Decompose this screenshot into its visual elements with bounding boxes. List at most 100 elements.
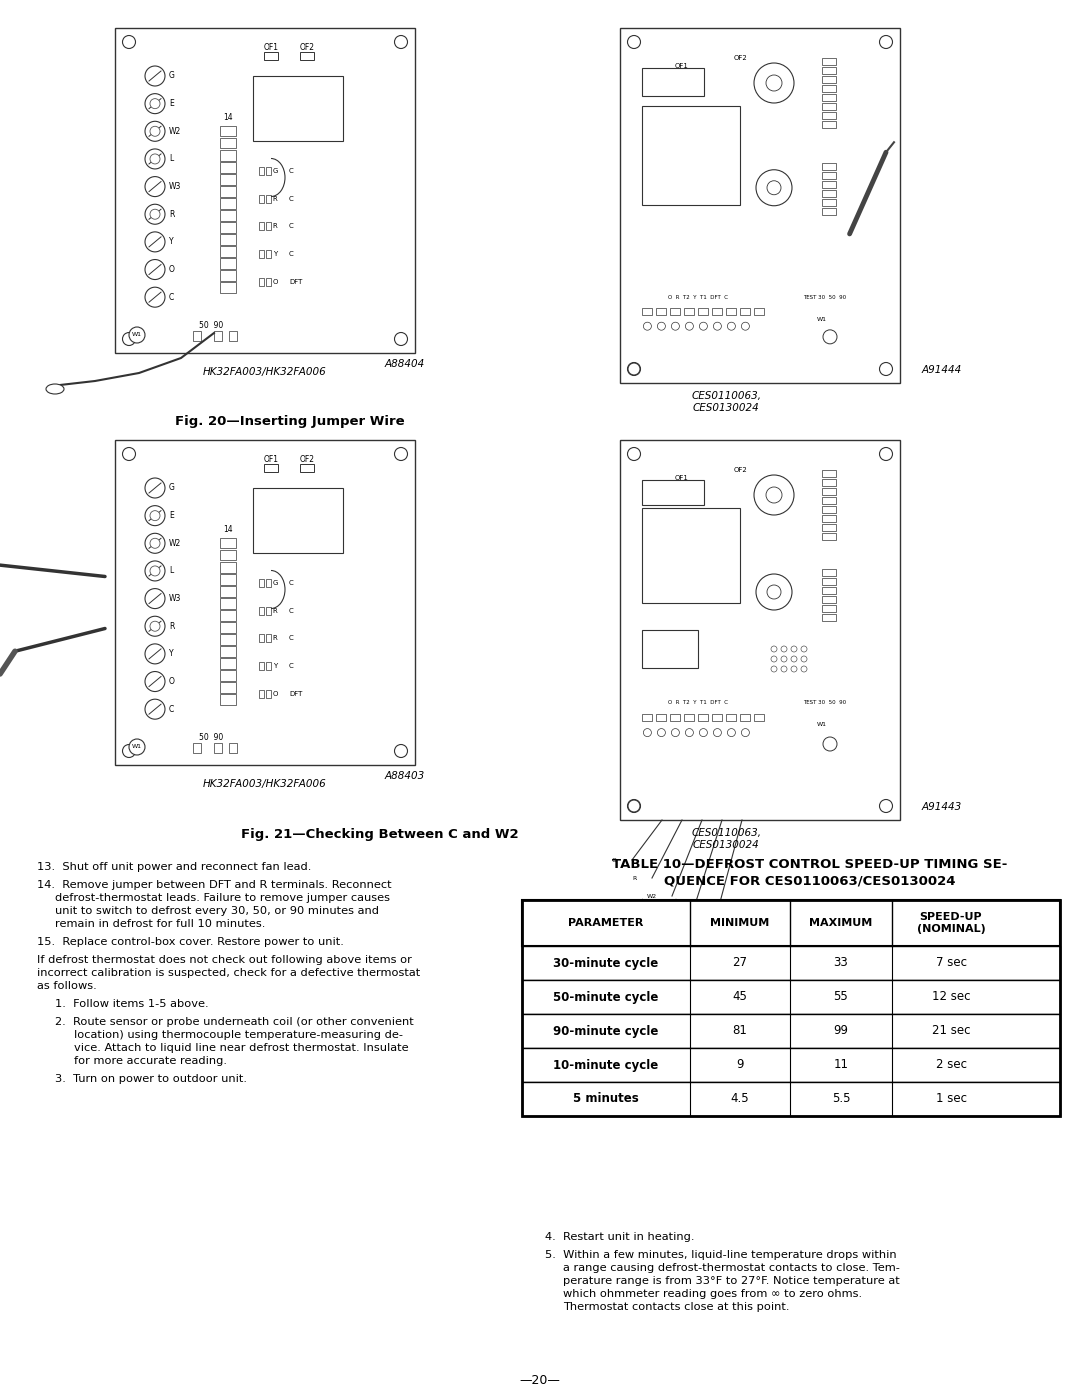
Bar [822, 597, 836, 604]
Text: W1: W1 [132, 332, 141, 338]
Circle shape [766, 488, 782, 503]
Bar [822, 85, 836, 92]
Circle shape [145, 644, 165, 664]
Bar [822, 103, 836, 110]
Bar [266, 222, 271, 231]
Bar [259, 278, 264, 285]
Bar [822, 587, 836, 594]
Circle shape [627, 447, 640, 461]
Circle shape [767, 585, 781, 599]
Bar [822, 172, 836, 179]
Circle shape [771, 657, 777, 662]
Text: 5 minutes: 5 minutes [573, 1092, 639, 1105]
Bar [643, 714, 652, 721]
Bar [220, 173, 237, 184]
Circle shape [823, 738, 837, 752]
Circle shape [150, 538, 160, 548]
Text: C: C [289, 168, 294, 175]
Circle shape [145, 588, 165, 609]
Circle shape [627, 362, 640, 376]
Circle shape [766, 75, 782, 91]
Text: MINIMUM: MINIMUM [711, 918, 770, 928]
Bar [259, 194, 264, 203]
Bar [522, 1014, 1059, 1048]
Bar [713, 714, 723, 721]
Text: W1: W1 [816, 722, 826, 728]
Circle shape [801, 657, 807, 662]
Circle shape [879, 35, 892, 49]
Text: OF2: OF2 [299, 43, 314, 53]
Text: C: C [289, 662, 294, 669]
Text: 30-minute cycle: 30-minute cycle [553, 957, 659, 970]
Circle shape [700, 729, 707, 736]
Text: PARAMETER: PARAMETER [568, 918, 644, 928]
Bar [114, 440, 415, 766]
Bar [220, 271, 237, 281]
Circle shape [145, 698, 165, 719]
Bar [264, 464, 278, 472]
Bar [620, 440, 900, 820]
Circle shape [150, 566, 160, 576]
Text: for more accurate reading.: for more accurate reading. [75, 1056, 227, 1066]
Bar [822, 190, 836, 197]
Bar [266, 278, 271, 285]
Circle shape [771, 666, 777, 672]
Circle shape [754, 63, 794, 103]
Text: 15.  Replace control-box cover. Restore power to unit.: 15. Replace control-box cover. Restore p… [37, 937, 343, 947]
Circle shape [129, 327, 145, 344]
Text: E: E [168, 99, 174, 108]
Bar [822, 122, 836, 129]
Bar [259, 606, 264, 615]
Text: R: R [633, 876, 637, 880]
Circle shape [700, 323, 707, 330]
Text: G: G [273, 580, 283, 585]
Circle shape [801, 645, 807, 652]
Bar [822, 497, 836, 504]
Text: 10-minute cycle: 10-minute cycle [553, 1059, 659, 1071]
Text: OF1: OF1 [264, 43, 279, 53]
Bar [522, 946, 1059, 981]
Text: OF1: OF1 [264, 455, 279, 464]
Text: C: C [289, 580, 294, 585]
Bar [822, 208, 836, 215]
Bar [522, 900, 1059, 946]
Text: W1: W1 [132, 745, 141, 750]
Text: Fig. 20—Inserting Jumper Wire: Fig. 20—Inserting Jumper Wire [175, 415, 405, 427]
Text: OF1: OF1 [675, 475, 689, 481]
Bar [822, 488, 836, 495]
Ellipse shape [46, 384, 64, 394]
Circle shape [767, 180, 781, 194]
Bar [214, 331, 222, 341]
Text: remain in defrost for full 10 minutes.: remain in defrost for full 10 minutes. [55, 919, 266, 929]
Text: DFT: DFT [289, 690, 302, 697]
Bar [220, 149, 237, 161]
Text: 99: 99 [834, 1024, 849, 1038]
Text: R: R [273, 196, 282, 201]
Bar [727, 714, 737, 721]
Text: TEST 30  50  90: TEST 30 50 90 [802, 700, 846, 704]
Text: Y: Y [673, 911, 677, 916]
Text: QUENCE FOR CES0110063/CES0130024: QUENCE FOR CES0110063/CES0130024 [664, 875, 956, 887]
Text: Y: Y [273, 662, 282, 669]
Text: MAXIMUM: MAXIMUM [809, 918, 873, 928]
Circle shape [145, 260, 165, 279]
Text: HK32FA003/HK32FA006: HK32FA003/HK32FA006 [203, 367, 327, 377]
Bar [822, 578, 836, 585]
Text: perature range is from 33°F to 27°F. Notice temperature at: perature range is from 33°F to 27°F. Not… [563, 1275, 900, 1287]
Bar [300, 464, 314, 472]
Circle shape [781, 657, 787, 662]
Text: 5.  Within a few minutes, liquid-line temperature drops within: 5. Within a few minutes, liquid-line tem… [545, 1250, 896, 1260]
Bar [685, 309, 694, 316]
Text: SPEED-UP
(NOMINAL): SPEED-UP (NOMINAL) [917, 912, 985, 935]
Bar [300, 52, 314, 60]
Text: 45: 45 [732, 990, 747, 1003]
Text: C: C [168, 293, 174, 302]
Bar [671, 714, 680, 721]
Bar [220, 562, 237, 573]
Text: incorrect calibration is suspected, check for a defective thermostat: incorrect calibration is suspected, chec… [37, 968, 420, 978]
Bar [741, 309, 751, 316]
Text: E: E [168, 511, 174, 520]
Text: OF2: OF2 [299, 455, 314, 464]
Bar [259, 168, 264, 175]
Bar [220, 598, 237, 609]
